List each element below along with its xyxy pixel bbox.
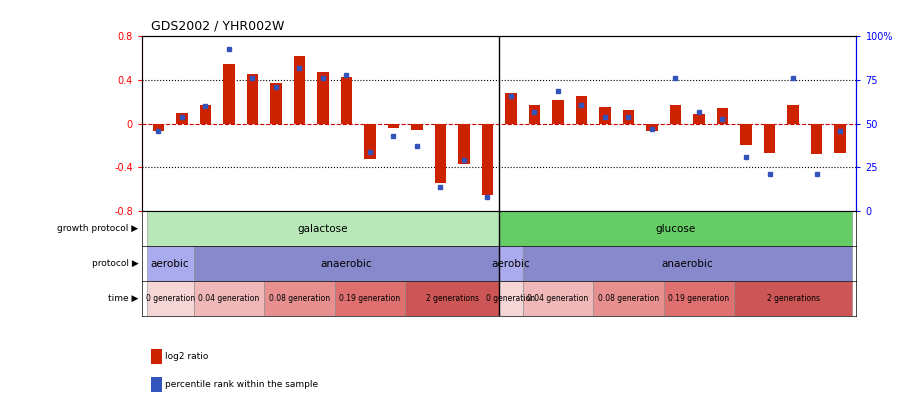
Bar [224, 64, 234, 124]
Text: percentile rank within the sample: percentile rank within the sample [165, 380, 318, 389]
Text: GDS2002 / YHR002W: GDS2002 / YHR002W [151, 19, 285, 32]
Bar [317, 72, 329, 124]
Text: anaerobic: anaerobic [321, 258, 372, 269]
Bar [811, 124, 823, 154]
Text: anaerobic: anaerobic [661, 258, 713, 269]
Bar [458, 124, 470, 164]
Bar [264, 281, 334, 316]
Bar [523, 246, 852, 281]
Text: 0 generation: 0 generation [146, 294, 195, 303]
Bar [646, 124, 658, 131]
Bar [693, 114, 705, 124]
Bar [411, 124, 423, 130]
Text: galactose: galactose [298, 224, 348, 234]
Text: protocol ▶: protocol ▶ [92, 259, 138, 268]
Bar [147, 281, 193, 316]
Text: 0.19 generation: 0.19 generation [669, 294, 729, 303]
Bar [482, 124, 494, 195]
Text: log2 ratio: log2 ratio [165, 352, 208, 361]
Bar [716, 109, 728, 124]
Text: 0.04 generation: 0.04 generation [528, 294, 589, 303]
Bar [834, 124, 845, 153]
Text: 0 generation: 0 generation [486, 294, 536, 303]
Text: growth protocol ▶: growth protocol ▶ [58, 224, 138, 233]
Bar [529, 105, 540, 124]
Bar [334, 281, 405, 316]
Text: glucose: glucose [655, 224, 695, 234]
Bar [599, 107, 611, 124]
Bar [270, 83, 282, 124]
Text: 0.19 generation: 0.19 generation [340, 294, 400, 303]
Bar [147, 211, 499, 246]
Bar [552, 100, 564, 124]
Bar [364, 124, 376, 159]
Bar [623, 110, 635, 124]
Bar [246, 74, 258, 124]
Bar [575, 96, 587, 124]
Bar [740, 124, 752, 145]
Text: 2 generations: 2 generations [767, 294, 820, 303]
Bar [293, 56, 305, 124]
Bar [523, 281, 594, 316]
Bar [764, 124, 775, 153]
Bar [499, 281, 523, 316]
Bar [387, 124, 399, 128]
Text: 2 generations: 2 generations [426, 294, 479, 303]
Bar [499, 246, 523, 281]
Text: 0.04 generation: 0.04 generation [199, 294, 259, 303]
Bar [787, 105, 799, 124]
Text: aerobic: aerobic [151, 258, 190, 269]
Bar [193, 281, 264, 316]
Bar [405, 281, 499, 316]
Bar [147, 246, 193, 281]
Bar [176, 113, 188, 124]
Bar [434, 124, 446, 183]
Bar [664, 281, 735, 316]
Bar [341, 77, 353, 124]
Bar [594, 281, 664, 316]
Text: 0.08 generation: 0.08 generation [598, 294, 659, 303]
Bar [499, 211, 852, 246]
Bar [670, 105, 682, 124]
Bar [200, 105, 212, 124]
Text: time ▶: time ▶ [108, 294, 138, 303]
Bar [505, 93, 517, 124]
Bar [735, 281, 852, 316]
Bar [153, 124, 164, 131]
Text: 0.08 generation: 0.08 generation [269, 294, 330, 303]
Bar [193, 246, 499, 281]
Text: aerobic: aerobic [492, 258, 530, 269]
